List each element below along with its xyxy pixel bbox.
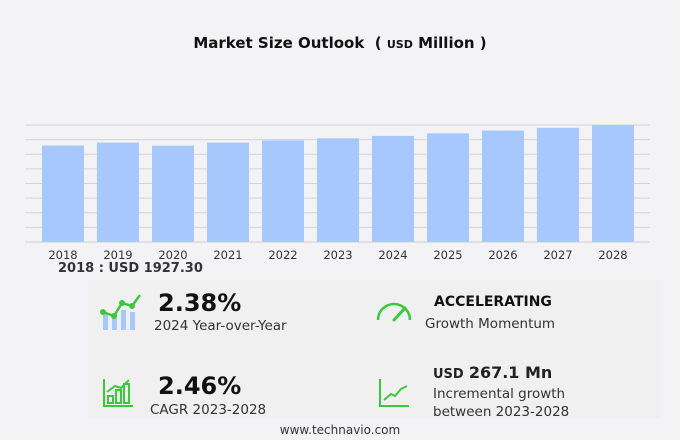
bar-2018 [42, 145, 84, 242]
incremental-value: USD 267.1 Mn [433, 363, 552, 382]
footer-website[interactable]: www.technavio.com [279, 423, 401, 437]
trend-line-icon [379, 379, 409, 407]
x-tick-label: 2023 [323, 248, 352, 260]
base-year-value: 2018 : USD 1927.30 [58, 261, 203, 276]
bar-2024 [372, 135, 414, 242]
chart-title: Market Size Outlook ( USD Million ) [193, 34, 487, 52]
x-tick-label: 2027 [543, 248, 572, 260]
title-unit: Million [418, 34, 475, 52]
momentum-value: ACCELERATING [434, 294, 552, 310]
momentum-label: Growth Momentum [425, 316, 556, 332]
incremental-prefix: USD [433, 367, 464, 382]
x-tick-label: 2024 [378, 248, 407, 260]
bar-2021 [207, 142, 249, 242]
bar-growth-icon [103, 379, 133, 407]
x-tick-label: 2019 [103, 248, 132, 260]
bar-2026 [482, 130, 524, 242]
growth-chart-icon [100, 294, 142, 330]
x-tick-label: 2028 [598, 248, 627, 260]
speedometer-icon [376, 302, 412, 322]
bar-2028 [592, 125, 634, 242]
bar-2023 [317, 138, 359, 242]
x-tick-label: 2026 [488, 248, 517, 260]
incremental-amount: 267.1 Mn [468, 363, 553, 382]
bar-2019 [97, 142, 139, 242]
cagr-value: 2.46% [158, 372, 242, 400]
bar-2022 [262, 140, 304, 242]
incremental-label-1: Incremental growth [433, 386, 566, 402]
bar-chart: 2018 2019 2020 2021 2022 2023 2024 2025 2026 2027… [25, 124, 650, 260]
x-tick-label: 2022 [268, 248, 297, 260]
x-tick-label: 2021 [213, 248, 242, 260]
incremental-label-2: between 2023-2028 [433, 404, 570, 420]
bar-2020 [152, 145, 194, 242]
title-text: Market Size Outlook [193, 34, 365, 52]
bar-2027 [537, 127, 579, 242]
title-unit-prefix: USD [386, 38, 413, 51]
bar-2025 [427, 133, 469, 242]
cagr-label: CAGR 2023-2028 [150, 402, 267, 418]
stats-panel [88, 280, 660, 418]
x-tick-label: 2025 [433, 248, 462, 260]
x-tick-label: 2018 [48, 248, 77, 260]
x-tick-label: 2020 [158, 248, 187, 260]
yoy-label: 2024 Year-over-Year [154, 318, 287, 334]
yoy-value: 2.38% [158, 289, 242, 317]
